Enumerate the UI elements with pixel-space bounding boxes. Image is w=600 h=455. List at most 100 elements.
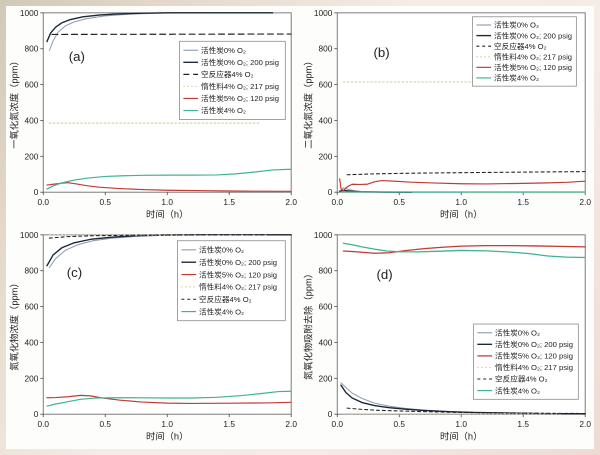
y-tick-label: 200 xyxy=(24,151,38,161)
legend-entry-label: 惰性料4% O₂; 217 psig xyxy=(494,52,572,62)
legend-entry-label: 空反应器4% O₂ xyxy=(495,374,548,384)
series-line-2 xyxy=(46,395,292,405)
legend-border xyxy=(179,40,286,120)
x-tick-label: 0.0 xyxy=(331,419,343,429)
legend-entry-label: 活性炭0% O₂ xyxy=(494,20,539,30)
y-tick-label: 400 xyxy=(24,338,38,348)
legend-entry-label: 空反应器4% O₂ xyxy=(494,41,547,51)
y-tick-label: 1000 xyxy=(20,230,39,240)
x-tick-label: 2.0 xyxy=(579,197,591,207)
y-tick-label: 600 xyxy=(24,80,38,90)
x-tick-label: 1.5 xyxy=(517,197,529,207)
y-tick-label: 1000 xyxy=(314,8,333,18)
legend-entry-label: 活性炭4% O₂ xyxy=(494,73,539,83)
x-tick-label: 2.0 xyxy=(579,419,591,429)
legend-entry-label: 惰性料4% O₂; 217 psig xyxy=(495,363,573,373)
legend-entry-label: 活性炭0% O₂ xyxy=(199,245,244,255)
y-tick-label: 0 xyxy=(328,187,333,197)
legend-entry-label: 活性炭5% O₂; 120 psig xyxy=(495,351,573,361)
series-line-4 xyxy=(339,178,586,192)
y-tick-label: 0 xyxy=(328,410,333,420)
y-tick-label: 800 xyxy=(24,266,38,276)
x-tick-label: 0.5 xyxy=(393,197,405,207)
x-tick-label: 1.5 xyxy=(223,197,235,207)
x-tick-label: 1.5 xyxy=(517,419,529,429)
legend-entry-label: 活性炭0% O₂; 200 psig xyxy=(199,257,277,267)
legend-entry-label: 活性炭0% O₂ xyxy=(201,45,246,55)
series-line-5 xyxy=(46,168,292,190)
y-tick-label: 400 xyxy=(318,338,332,348)
legend-border xyxy=(177,240,286,322)
panel-label: (c) xyxy=(67,265,82,280)
x-tick-label: 1.0 xyxy=(161,419,173,429)
x-tick-label: 1.0 xyxy=(455,419,467,429)
y-tick-label: 800 xyxy=(318,44,332,54)
y-tick-label: 0 xyxy=(34,410,39,420)
legend-border xyxy=(473,324,579,401)
y-tick-label: 0 xyxy=(34,187,39,197)
x-tick-label: 0.5 xyxy=(99,419,111,429)
x-tick-label: 1.0 xyxy=(161,197,173,207)
legend-entry-label: 惰性料4% O₂; 217 psig xyxy=(201,81,279,91)
y-tick-label: 200 xyxy=(318,374,332,384)
y-tick-label: 1000 xyxy=(314,230,333,240)
y-tick-label: 800 xyxy=(318,266,332,276)
legend-box: 活性炭0% O₂ 活性炭0% O₂; 200 psig 活性炭5% O₂; 120 … xyxy=(177,240,286,322)
y-axis-title: 氮氧化物吸附去除（ppm） xyxy=(303,269,314,380)
x-axis-title: 时间（h） xyxy=(146,209,188,220)
chart-panel-a: 0 200 400 600 800 1000 0.0 0.5 1.0 1.5 2.0 时间（h） 一氧化… xyxy=(9,8,298,220)
x-tick-label: 0.5 xyxy=(393,419,405,429)
y-tick-label: 800 xyxy=(24,44,38,54)
legend-entry-label: 活性炭4% O₂ xyxy=(495,386,540,396)
y-tick-label: 200 xyxy=(24,374,38,384)
y-axis-title: 一氧化氮浓度（ppm） xyxy=(9,56,20,148)
series-line-4 xyxy=(48,234,292,240)
panel-label: (a) xyxy=(69,49,85,64)
y-axis-title: 二氧化氮浓度（ppm） xyxy=(303,56,314,148)
x-tick-label: 1.5 xyxy=(223,419,235,429)
chart-panel-d: 0 200 400 600 800 1000 0.0 0.5 1.0 1.5 2.0 时间（h） 氮氧化… xyxy=(303,230,592,442)
x-tick-label: 0.0 xyxy=(331,197,343,207)
series-line-2 xyxy=(346,171,586,176)
panel-label: (b) xyxy=(374,45,390,60)
y-tick-label: 600 xyxy=(318,302,332,312)
panel-d-container: 0 200 400 600 800 1000 0.0 0.5 1.0 1.5 2.0 时间（h） 氮氧化… xyxy=(300,228,594,450)
legend-entry-label: 活性炭5% O₂; 120 psig xyxy=(494,62,572,72)
legend-entry-label: 活性炭0% O₂; 200 psig xyxy=(201,57,279,67)
panel-a-container: 0 200 400 600 800 1000 0.0 0.5 1.0 1.5 2.0 时间（h） 一氧化… xyxy=(6,6,300,228)
series-line-4 xyxy=(346,408,586,415)
series-line-2 xyxy=(342,245,586,255)
y-tick-label: 400 xyxy=(24,115,38,125)
legend-entry-label: 活性炭0% O₂ xyxy=(495,328,540,338)
legend-entry-label: 活性炭5% O₂; 120 psig xyxy=(201,93,279,103)
x-axis-title: 时间（h） xyxy=(146,431,188,442)
legend-entry-label: 活性炭4% O₂ xyxy=(199,307,244,317)
x-axis-title: 时间（h） xyxy=(440,431,482,442)
chart-panel-b: 0 200 400 600 800 1000 0.0 0.5 1.0 1.5 2.0 时间（h） 二氧化… xyxy=(303,8,592,220)
series-line-5 xyxy=(342,243,586,259)
y-tick-label: 1000 xyxy=(20,8,39,18)
x-tick-label: 1.0 xyxy=(455,197,467,207)
legend-entry-label: 惰性料4% O₂; 217 psig xyxy=(199,282,277,292)
legend-entry-label: 活性炭4% O₂ xyxy=(201,105,246,115)
x-tick-label: 2.0 xyxy=(285,419,297,429)
legend-entry-label: 活性炭0% O₂; 200 psig xyxy=(494,30,572,40)
x-tick-label: 0.5 xyxy=(99,197,111,207)
y-tick-label: 400 xyxy=(318,115,332,125)
legend-entry-label: 活性炭0% O₂; 200 psig xyxy=(495,340,573,350)
series-line-5 xyxy=(46,391,292,408)
y-tick-label: 600 xyxy=(24,302,38,312)
x-tick-label: 0.0 xyxy=(37,197,49,207)
panel-c-container: 0 200 400 600 800 1000 0.0 0.5 1.0 1.5 2.0 时间（h） 氮氧化… xyxy=(6,228,300,450)
legend-entry-label: 活性炭5% O₂; 120 psig xyxy=(199,270,277,280)
legend-entry-label: 空反应器4% O₂ xyxy=(199,294,252,304)
x-tick-label: 2.0 xyxy=(285,197,297,207)
y-tick-label: 600 xyxy=(318,80,332,90)
series-line-1 xyxy=(340,384,586,415)
chart-panel-c: 0 200 400 600 800 1000 0.0 0.5 1.0 1.5 2.0 时间（h） 氮氧化… xyxy=(9,230,298,442)
x-tick-label: 0.0 xyxy=(37,419,49,429)
y-axis-title: 氮氧化物浓度（ppm） xyxy=(9,279,20,371)
